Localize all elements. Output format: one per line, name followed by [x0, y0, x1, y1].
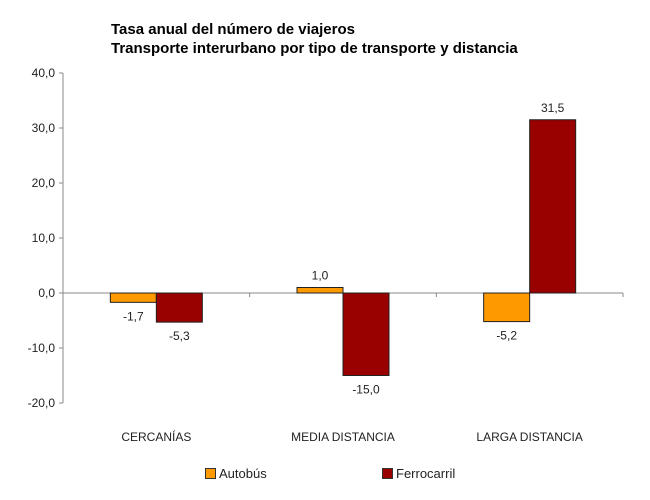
y-tick-label: -20,0 [28, 396, 56, 410]
bar-ferrocarril-0 [155, 292, 203, 323]
legend-item-autobus: Autobús [205, 466, 267, 481]
data-label: 31,5 [541, 101, 565, 115]
legend-item-ferrocarril: Ferrocarril [382, 466, 455, 481]
chart-title-block: Tasa anual del número de viajeros Transp… [111, 20, 518, 58]
bar-ferrocarril-1 [342, 292, 390, 376]
data-label: -5,3 [169, 329, 190, 343]
y-tick-label: 30,0 [32, 121, 56, 135]
x-tick-label: LARGA DISTANCIA [476, 430, 582, 444]
chart-subtitle: Transporte interurbano por tipo de trans… [111, 40, 518, 57]
y-tick-label: 10,0 [32, 231, 56, 245]
data-label: -1,7 [123, 309, 144, 323]
bar-autobus-0 [109, 292, 157, 303]
chart-title: Tasa anual del número de viajeros [111, 21, 355, 38]
x-tick-label: MEDIA DISTANCIA [291, 430, 395, 444]
data-label: -15,0 [352, 383, 380, 397]
bar-autobus-1 [296, 287, 344, 294]
x-tick-label: CERCANÍAS [121, 429, 191, 444]
legend-label-autobus: Autobús [219, 466, 267, 481]
y-tick-label: -10,0 [28, 341, 56, 355]
y-tick-label: 40,0 [32, 66, 56, 80]
bar-ferrocarril-2 [529, 119, 577, 294]
legend-swatch-ferrocarril [382, 468, 393, 479]
data-label: 1,0 [312, 269, 329, 283]
legend-swatch-autobus [205, 468, 216, 479]
legend-label-ferrocarril: Ferrocarril [396, 466, 456, 481]
y-tick-label: 0,0 [38, 286, 55, 300]
data-label: -5,2 [496, 329, 517, 343]
y-tick-label: 20,0 [32, 176, 56, 190]
bar-autobus-2 [483, 292, 531, 323]
